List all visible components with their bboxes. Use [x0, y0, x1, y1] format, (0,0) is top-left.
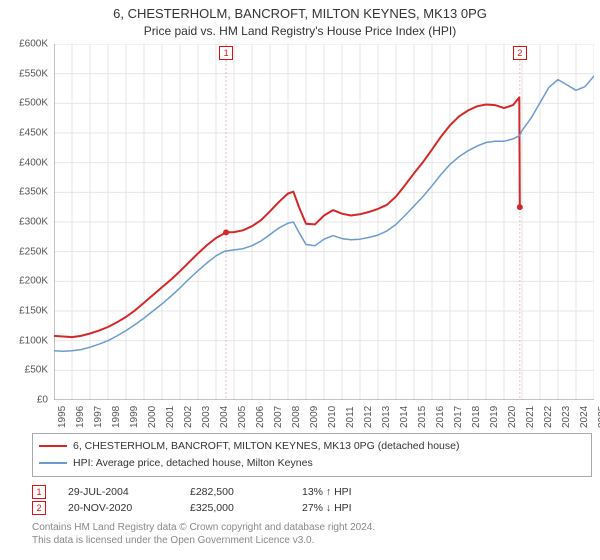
sale-markers-table: 1 29-JUL-2004 £282,500 13% ↑ HPI 2 20-NO…	[32, 485, 592, 515]
sale-date-2: 20-NOV-2020	[68, 502, 168, 514]
footnote-line-1: Contains HM Land Registry data © Crown c…	[32, 521, 592, 534]
page-subtitle: Price paid vs. HM Land Registry's House …	[8, 24, 592, 38]
x-tick-label: 2014	[399, 406, 410, 428]
x-tick-label: 2024	[579, 406, 590, 428]
footnote-line-2: This data is licensed under the Open Gov…	[32, 534, 592, 547]
y-tick-label: £350K	[0, 187, 48, 198]
x-tick-label: 2001	[165, 406, 176, 428]
legend-swatch-hpi	[39, 462, 67, 464]
x-tick-label: 2019	[489, 406, 500, 428]
sale-price-1: £282,500	[190, 486, 280, 498]
x-tick-label: 2016	[435, 406, 446, 428]
legend-label-property: 6, CHESTERHOLM, BANCROFT, MILTON KEYNES,…	[73, 438, 460, 455]
legend-label-hpi: HPI: Average price, detached house, Milt…	[73, 455, 313, 472]
sale-marker-1-icon: 1	[32, 485, 46, 499]
legend-row-hpi: HPI: Average price, detached house, Milt…	[39, 455, 585, 472]
sale-marker-flag: 2	[513, 46, 527, 60]
y-tick-label: £550K	[0, 68, 48, 79]
sale-price-2: £325,000	[190, 502, 280, 514]
y-tick-label: £0	[0, 394, 48, 405]
y-tick-label: £300K	[0, 216, 48, 227]
x-tick-label: 2009	[309, 406, 320, 428]
x-tick-label: 2006	[255, 406, 266, 428]
legend-swatch-property	[39, 445, 67, 447]
x-tick-label: 2022	[543, 406, 554, 428]
x-tick-label: 1999	[129, 406, 140, 428]
x-tick-label: 2010	[327, 406, 338, 428]
x-tick-label: 2013	[381, 406, 392, 428]
chart-svg	[54, 44, 594, 400]
sale-marker-flag: 1	[219, 46, 233, 60]
y-tick-label: £400K	[0, 157, 48, 168]
x-tick-label: 1996	[75, 406, 86, 428]
sale-row: 1 29-JUL-2004 £282,500 13% ↑ HPI	[32, 485, 592, 499]
x-tick-label: 2015	[417, 406, 428, 428]
x-tick-label: 2023	[561, 406, 572, 428]
page-title: 6, CHESTERHOLM, BANCROFT, MILTON KEYNES,…	[8, 6, 592, 23]
y-tick-label: £50K	[0, 365, 48, 376]
x-tick-label: 2011	[345, 406, 356, 428]
x-tick-label: 2007	[273, 406, 284, 428]
x-tick-label: 2017	[453, 406, 464, 428]
sale-marker-2-icon: 2	[32, 501, 46, 515]
sale-delta-2: 27% ↓ HPI	[302, 502, 352, 514]
legend-row-property: 6, CHESTERHOLM, BANCROFT, MILTON KEYNES,…	[39, 438, 585, 455]
x-tick-label: 2021	[525, 406, 536, 428]
x-tick-label: 2003	[201, 406, 212, 428]
x-tick-label: 2000	[147, 406, 158, 428]
x-tick-label: 2004	[219, 406, 230, 428]
y-tick-label: £450K	[0, 127, 48, 138]
x-tick-label: 1997	[93, 406, 104, 428]
legend: 6, CHESTERHOLM, BANCROFT, MILTON KEYNES,…	[32, 433, 592, 477]
x-tick-label: 1998	[111, 406, 122, 428]
x-tick-label: 2020	[507, 406, 518, 428]
x-tick-label: 2012	[363, 406, 374, 428]
x-tick-label: 2008	[291, 406, 302, 428]
y-tick-label: £250K	[0, 246, 48, 257]
chart-area: £0£50K£100K£150K£200K£250K£300K£350K£400…	[8, 44, 592, 422]
y-tick-label: £100K	[0, 335, 48, 346]
x-tick-label: 2018	[471, 406, 482, 428]
y-tick-label: £150K	[0, 305, 48, 316]
x-tick-label: 2002	[183, 406, 194, 428]
sale-date-1: 29-JUL-2004	[68, 486, 168, 498]
sale-delta-1: 13% ↑ HPI	[302, 486, 352, 498]
y-tick-label: £500K	[0, 98, 48, 109]
x-tick-label: 2005	[237, 406, 248, 428]
footnote: Contains HM Land Registry data © Crown c…	[32, 521, 592, 547]
y-tick-label: £200K	[0, 276, 48, 287]
y-tick-label: £600K	[0, 38, 48, 49]
x-tick-label: 1995	[57, 406, 68, 428]
sale-row: 2 20-NOV-2020 £325,000 27% ↓ HPI	[32, 501, 592, 515]
